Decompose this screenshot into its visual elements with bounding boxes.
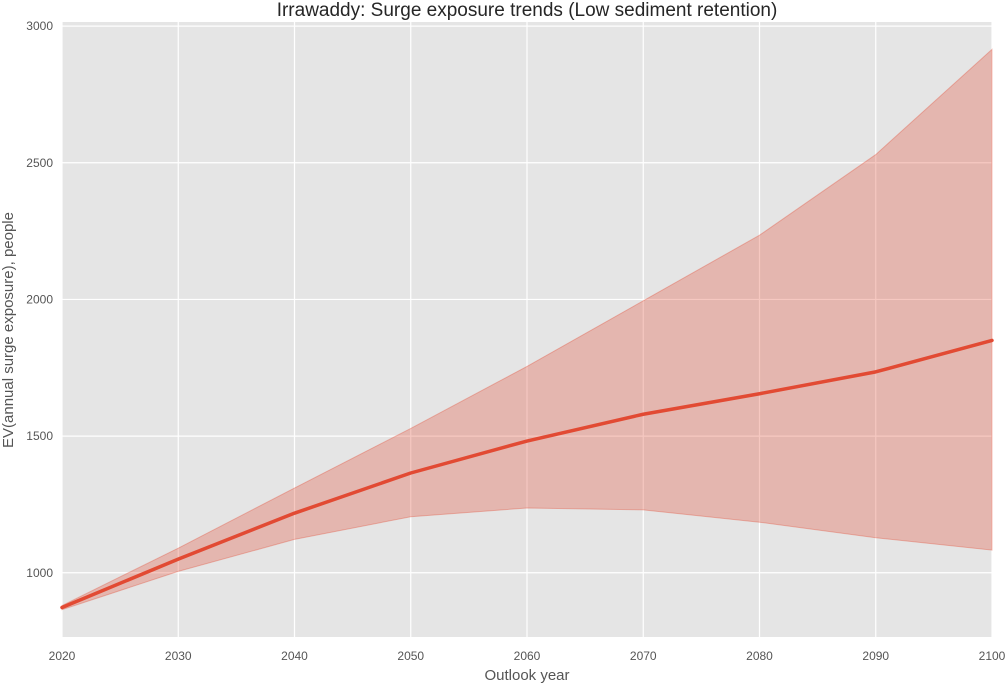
y-tick-label: 2500 bbox=[26, 156, 53, 170]
x-tick-label: 2070 bbox=[630, 649, 657, 663]
x-tick-labels: 2020 2030 2040 2050 2060 2070 2080 2090 2100 bbox=[49, 649, 1006, 663]
x-axis-label: Outlook year bbox=[484, 667, 569, 683]
confidence-band-layer bbox=[61, 48, 993, 611]
chart-title: Irrawaddy: Surge exposure trends (Low se… bbox=[277, 0, 778, 21]
y-tick-labels: 1000 1500 2000 2500 3000 bbox=[26, 19, 53, 580]
y-tick-label: 2000 bbox=[26, 292, 53, 306]
grid-lines bbox=[61, 22, 993, 637]
y-tick-label: 1000 bbox=[26, 566, 53, 580]
x-tick-label: 2080 bbox=[746, 649, 773, 663]
series-line bbox=[60, 338, 994, 610]
x-tick-label: 2060 bbox=[514, 649, 541, 663]
y-tick-label: 3000 bbox=[26, 19, 53, 33]
x-tick-label: 2020 bbox=[49, 649, 76, 663]
x-tick-label: 2050 bbox=[397, 649, 424, 663]
series-line-layer bbox=[60, 338, 994, 610]
y-axis-label: EV(annual surge exposure), people bbox=[0, 212, 17, 448]
x-tick-label: 2100 bbox=[979, 649, 1006, 663]
x-tick-label: 2090 bbox=[862, 649, 889, 663]
x-tick-label: 2040 bbox=[281, 649, 308, 663]
confidence-band bbox=[61, 48, 993, 611]
x-tick-label: 2030 bbox=[165, 649, 192, 663]
y-tick-label: 1500 bbox=[26, 429, 53, 443]
